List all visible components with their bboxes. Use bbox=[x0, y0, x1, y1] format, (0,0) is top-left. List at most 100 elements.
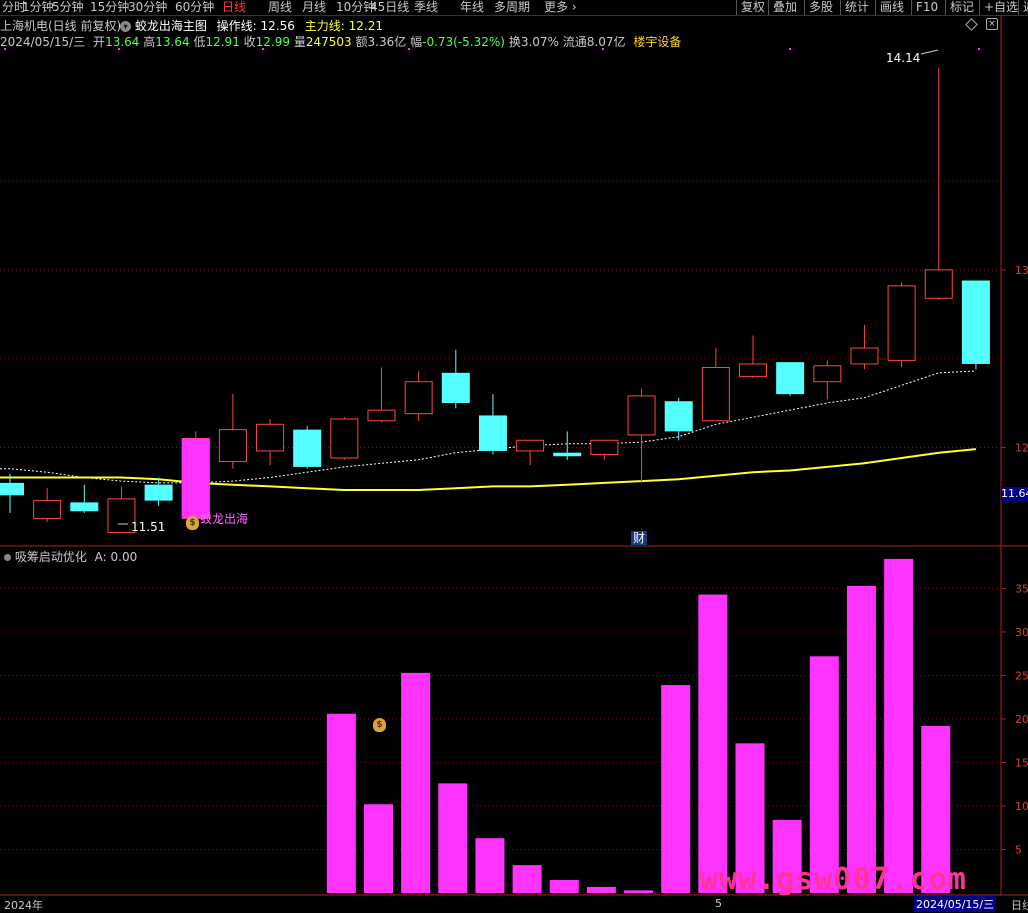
indicator-title[interactable]: ▾ 蛟龙出海主图 操作线: 12.56 主力线: 12.21 bbox=[120, 17, 383, 34]
toolbar-button-4[interactable]: 画线 bbox=[875, 0, 904, 15]
toolbar-button-6[interactable]: 标记 bbox=[945, 0, 974, 15]
candle-body bbox=[924, 269, 953, 299]
tab-0[interactable]: 分时 bbox=[2, 0, 27, 14]
toolbar-button-0[interactable]: 复权 bbox=[736, 0, 765, 15]
bar-10 bbox=[364, 804, 393, 893]
candle-body bbox=[478, 415, 507, 451]
tab-14[interactable]: 更多 › bbox=[544, 0, 577, 14]
tab-7[interactable]: 周线 bbox=[268, 0, 293, 14]
candle-2 bbox=[70, 484, 99, 514]
panel-close-icon[interactable]: × bbox=[986, 18, 998, 30]
toolbar-button-5[interactable]: F10 bbox=[911, 0, 938, 15]
candle-body bbox=[0, 482, 24, 496]
candle-body bbox=[813, 365, 842, 383]
axis-year-label: 2024年 bbox=[4, 899, 43, 912]
candle-7 bbox=[256, 418, 285, 466]
candle-6 bbox=[218, 394, 247, 469]
candle-25 bbox=[924, 67, 953, 301]
axis-date-label: 2024/05/15/三 bbox=[914, 896, 997, 912]
signal-label: 蛟龙出海 bbox=[200, 512, 249, 526]
candle-body bbox=[850, 347, 879, 365]
axis-month-label: 5 bbox=[715, 897, 722, 910]
candle-26 bbox=[961, 280, 990, 370]
candle-body bbox=[776, 362, 805, 395]
high-price-mark: 14.14 bbox=[886, 51, 921, 65]
toolbar-button-1[interactable]: 叠加 bbox=[768, 0, 797, 15]
bar-25 bbox=[921, 725, 951, 893]
y-tick-label-1: 13 bbox=[1015, 264, 1028, 277]
candle-body bbox=[330, 418, 359, 459]
tab-8[interactable]: 月线 bbox=[302, 0, 327, 14]
tab-11[interactable]: 季线 bbox=[414, 0, 439, 14]
signal-candle-body bbox=[181, 438, 210, 519]
bar-19 bbox=[698, 594, 728, 893]
tab-5[interactable]: 60分钟 bbox=[175, 0, 215, 14]
tab-2[interactable]: 5分钟 bbox=[52, 0, 84, 14]
candle-body bbox=[516, 439, 545, 452]
high-arrow bbox=[920, 49, 939, 55]
candle-13 bbox=[478, 394, 507, 455]
sub-y-tick-label-2: 15 bbox=[1015, 756, 1028, 769]
candle-19 bbox=[701, 347, 730, 422]
candle-body bbox=[70, 502, 99, 512]
candle-1 bbox=[33, 488, 62, 522]
tab-6[interactable]: 日线 bbox=[222, 0, 247, 14]
sub-y-tick-label-6: 35 bbox=[1015, 582, 1028, 595]
bar-22 bbox=[809, 656, 839, 893]
candle-16 bbox=[590, 439, 619, 460]
tab-1[interactable]: 1分钟 bbox=[22, 0, 54, 14]
bar-13 bbox=[475, 838, 505, 893]
candle-body bbox=[441, 372, 470, 403]
candle-23 bbox=[850, 324, 879, 370]
candle-11 bbox=[404, 371, 433, 421]
tab-10[interactable]: 45日线 bbox=[370, 0, 410, 14]
tab-13[interactable]: 多周期 bbox=[494, 0, 531, 14]
axis-period-label: 日线 bbox=[1011, 899, 1028, 912]
stock-title: 上海机电(日线 前复权) bbox=[0, 19, 122, 33]
bar-12 bbox=[438, 783, 468, 893]
sub-y-tick-label-1: 10 bbox=[1015, 800, 1028, 813]
candle-body bbox=[961, 280, 990, 364]
candle-3 bbox=[107, 486, 136, 534]
candle-12 bbox=[441, 349, 470, 409]
operation-line bbox=[0, 370, 976, 484]
candle-body bbox=[590, 439, 619, 455]
candle-8 bbox=[293, 426, 322, 469]
bar-9 bbox=[326, 713, 356, 893]
candle-body bbox=[144, 484, 173, 501]
candle-body bbox=[107, 498, 136, 534]
candle-0 bbox=[0, 474, 24, 514]
toolbar-button-8[interactable]: 返 bbox=[1018, 0, 1028, 15]
sub-y-tick-label-4: 25 bbox=[1015, 669, 1028, 682]
money-bag-icon: $ bbox=[373, 718, 386, 732]
tab-4[interactable]: 30分钟 bbox=[128, 0, 168, 14]
period-toolbar: 分时 1分钟 5分钟 15分钟 30分钟 60分钟 日线 周线 月线 10分钟 45日线 季线 年线 多周… bbox=[0, 0, 1028, 16]
toolbar-button-2[interactable]: 多股 bbox=[804, 0, 833, 15]
candle-10 bbox=[367, 367, 396, 423]
finance-marker[interactable]: 财 bbox=[631, 531, 647, 545]
toolbar-button-3[interactable]: 统计 bbox=[840, 0, 869, 15]
tab-12[interactable]: 年线 bbox=[460, 0, 485, 14]
candle-22 bbox=[813, 360, 842, 400]
candle-body bbox=[256, 423, 285, 452]
quote-line: 2024/05/15/三 开13.64 高13.64 低12.91 收12.99… bbox=[0, 35, 682, 49]
candle-17 bbox=[627, 388, 656, 483]
marker-dot-1 bbox=[118, 48, 120, 50]
candle-9 bbox=[330, 417, 359, 460]
money-bag-icon: $ bbox=[186, 516, 199, 530]
tab-3[interactable]: 15分钟 bbox=[90, 0, 130, 14]
low-price-mark: 11.51 bbox=[131, 520, 166, 534]
bar-18 bbox=[661, 685, 691, 893]
tab-9[interactable]: 10分钟 bbox=[336, 0, 376, 14]
bar-24 bbox=[884, 558, 914, 893]
marker-dot-2 bbox=[262, 48, 264, 50]
marker-dot-0 bbox=[4, 48, 6, 50]
candle-body bbox=[887, 285, 916, 361]
toolbar-button-7[interactable]: +自选 bbox=[979, 0, 1018, 15]
bar-14 bbox=[512, 865, 542, 893]
candle-body bbox=[218, 429, 247, 463]
sub-indicator-dot-icon bbox=[4, 554, 11, 561]
indicator-dropdown-icon[interactable]: ▾ bbox=[120, 21, 131, 32]
marker-dot-5 bbox=[789, 48, 791, 50]
